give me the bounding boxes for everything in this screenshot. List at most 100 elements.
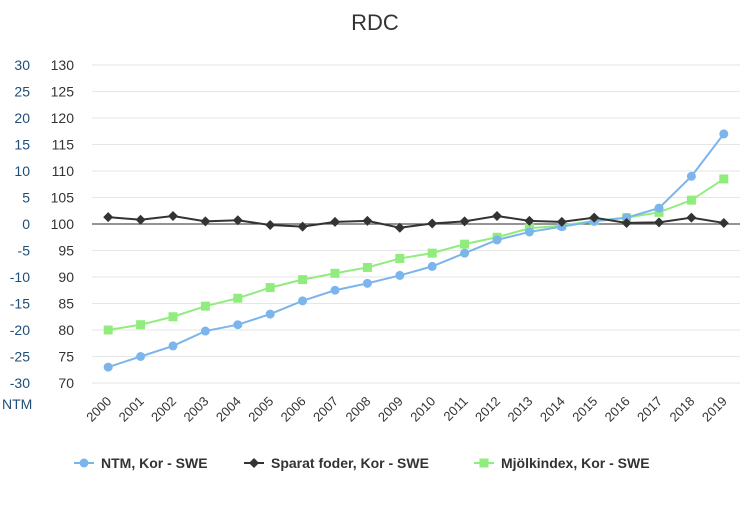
left-axis-tick-label: -25 (10, 349, 30, 365)
x-axis-tick-label: 2005 (245, 394, 276, 425)
data-point (589, 212, 600, 223)
chart-title: RDC (351, 10, 399, 35)
data-point (524, 227, 534, 237)
data-point (654, 217, 664, 228)
legend-label: Sparat foder, Kor - SWE (271, 455, 429, 471)
grid-lines (92, 64, 740, 384)
data-point (297, 221, 308, 232)
x-axis-tick-label: 2010 (407, 394, 438, 425)
legend-item[interactable]: NTM, Kor - SWE (74, 455, 208, 471)
series-line (108, 178, 725, 331)
legend-item[interactable]: Mjölkindex, Kor - SWE (474, 455, 650, 471)
data-point (395, 270, 405, 280)
series-2 (103, 174, 729, 335)
right-axis-ticks: 130 125 120 115 110 105 100 95 90 85 80 75 70 (51, 57, 75, 391)
x-axis-tick-label: 2019 (699, 394, 730, 425)
x-axis-tick-label: 2009 (375, 394, 406, 425)
data-point (136, 352, 146, 361)
data-point (136, 320, 146, 330)
left-axis-tick-label: -5 (18, 243, 31, 259)
data-point (556, 216, 567, 227)
x-axis-tick-label: 2015 (569, 394, 600, 425)
data-point (460, 239, 470, 249)
left-axis-tick-label: -20 (10, 322, 30, 338)
series-line (108, 215, 724, 229)
right-axis-tick-label: 75 (58, 349, 74, 365)
data-point (427, 248, 437, 258)
data-point (232, 215, 243, 226)
data-point (686, 212, 697, 223)
x-axis-tick-label: 2013 (504, 394, 535, 425)
data-point (492, 235, 502, 245)
x-axis-tick-label: 2017 (634, 394, 665, 425)
data-point (135, 214, 146, 225)
data-point (298, 275, 308, 285)
right-axis-tick-label: 115 (52, 137, 75, 153)
data-point (362, 278, 372, 288)
data-point (362, 262, 372, 272)
right-axis-tick-label: 105 (51, 190, 75, 206)
left-axis-tick-label: 10 (14, 163, 30, 179)
data-point (233, 293, 243, 303)
x-axis-tick-label: 2011 (440, 394, 470, 424)
left-axis-unit-label: NTM (2, 396, 32, 412)
x-axis-tick-label: 2003 (180, 394, 211, 425)
legend-label: Mjölkindex, Kor - SWE (501, 455, 650, 471)
right-axis-tick-label: 120 (51, 110, 75, 126)
left-axis-tick-label: 25 (14, 84, 30, 100)
data-point (394, 222, 405, 233)
left-axis-tick-label: -30 (10, 375, 30, 391)
x-axis-tick-label: 2004 (213, 394, 244, 425)
x-axis-tick-label: 2014 (537, 394, 568, 425)
data-point (265, 220, 276, 231)
right-axis-tick-label: 125 (51, 84, 75, 100)
data-point (168, 312, 178, 322)
left-axis-tick-label: 20 (14, 110, 30, 126)
data-point (200, 301, 210, 311)
left-axis-tick-label: -15 (10, 296, 30, 312)
left-axis-tick-label: 0 (22, 216, 30, 232)
left-axis-tick-label: 5 (22, 190, 30, 206)
data-point (686, 195, 696, 205)
data-point (330, 268, 340, 278)
series-lines (103, 129, 729, 372)
x-axis-tick-label: 2007 (310, 394, 341, 425)
legend-marker (479, 458, 489, 468)
right-axis-tick-label: 110 (52, 163, 75, 179)
x-axis-ticks: 2000 2001 2002 2003 2004 2005 2006 2007 2008 2009… (83, 394, 730, 425)
data-point (719, 174, 729, 184)
data-point (459, 216, 470, 227)
x-axis-tick-label: 2008 (342, 394, 373, 425)
data-point (362, 215, 373, 226)
data-point (492, 211, 502, 222)
data-point (621, 217, 632, 228)
data-point (718, 217, 729, 228)
right-axis-tick-label: 95 (58, 243, 74, 259)
legend-item[interactable]: Sparat foder, Kor - SWE (244, 455, 429, 471)
right-axis-tick-label: 85 (58, 296, 74, 312)
series-line (107, 133, 725, 369)
x-axis-tick-label: 2002 (148, 394, 179, 425)
left-axis-ticks: 30 25 20 15 10 5 0 -5 -10 -15 -20 -25 -30 (10, 57, 30, 391)
right-axis-tick-label: 70 (58, 375, 74, 391)
x-axis-tick-label: 2018 (666, 394, 697, 425)
data-point (103, 325, 113, 335)
right-axis-tick-label: 100 (51, 216, 75, 232)
data-point (524, 215, 535, 226)
x-axis-tick-label: 2000 (83, 394, 114, 425)
legend: NTM, Kor - SWE Sparat foder, Kor - SWE Mjö… (74, 455, 650, 471)
data-point (427, 218, 438, 229)
data-point (200, 326, 210, 336)
data-point (395, 253, 405, 263)
left-axis-tick-label: 15 (14, 137, 30, 153)
data-point (330, 285, 340, 295)
data-point (654, 203, 664, 213)
x-axis-tick-label: 2001 (116, 394, 147, 425)
data-point (265, 309, 275, 319)
x-axis-tick-label: 2016 (602, 394, 633, 425)
x-axis-tick-label: 2006 (278, 394, 309, 425)
data-point (686, 171, 696, 181)
data-point (233, 320, 243, 330)
data-point (103, 362, 113, 372)
